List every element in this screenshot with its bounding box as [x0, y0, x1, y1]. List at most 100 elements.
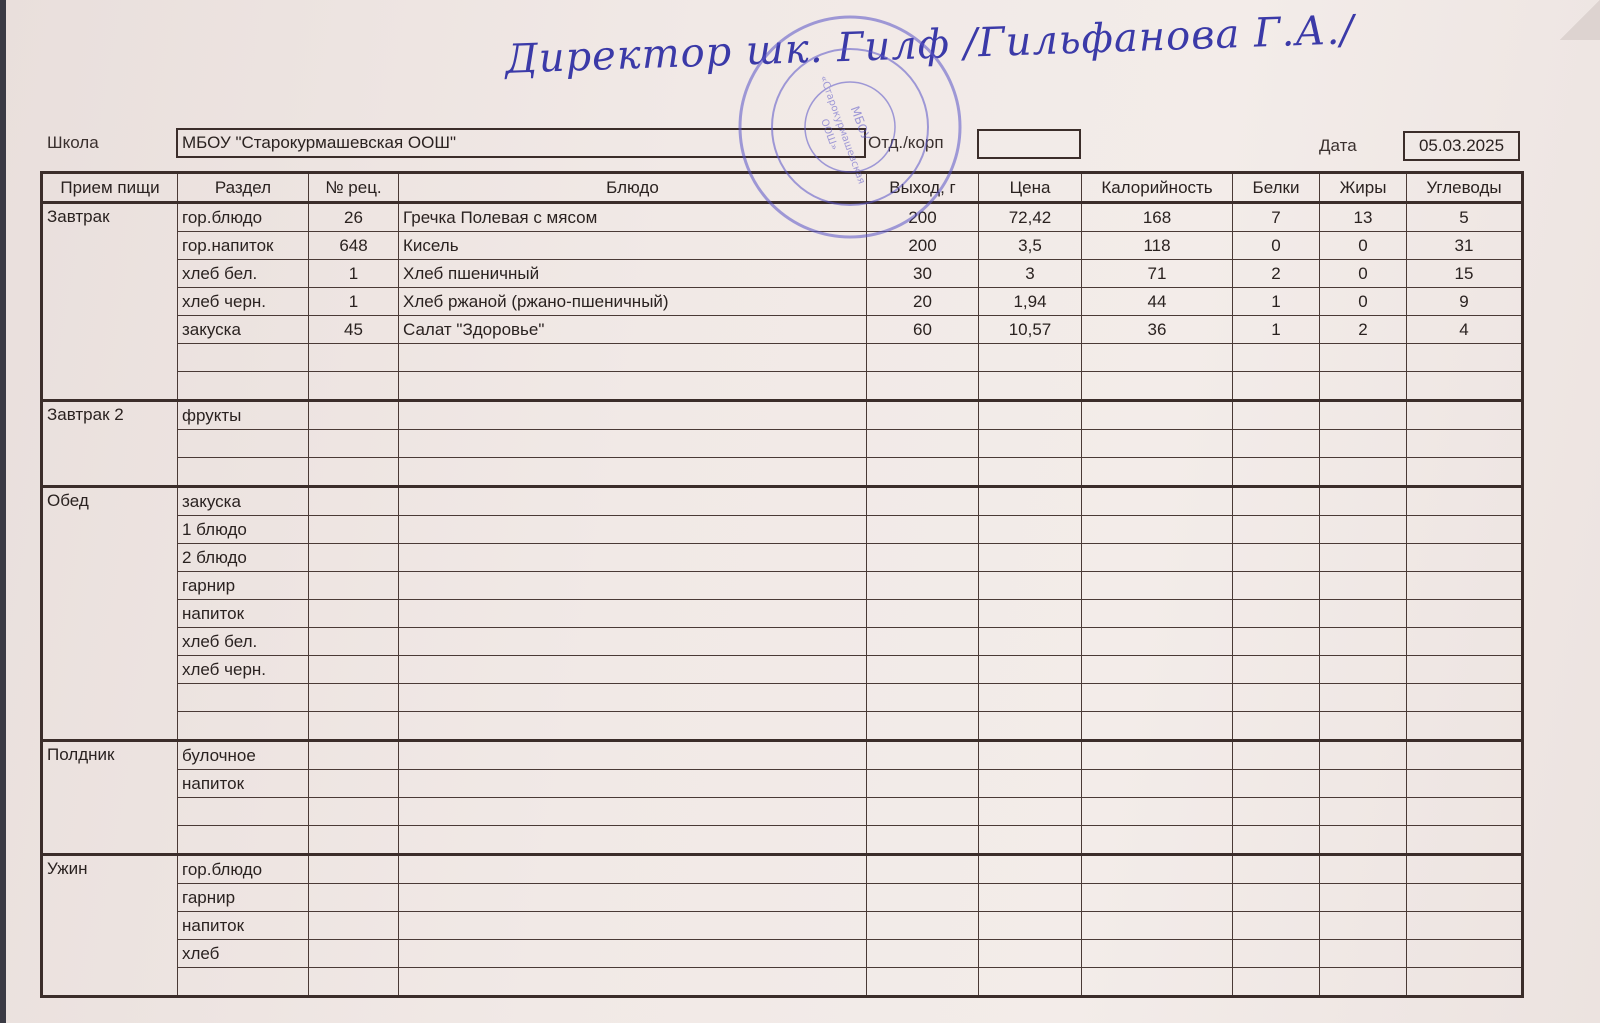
fat-cell: 0: [1319, 287, 1407, 316]
section-cell: гор.блюдо: [177, 853, 309, 884]
yield-cell: [866, 429, 979, 458]
protein-cell: 1: [1232, 315, 1320, 344]
yield-cell: [866, 399, 979, 430]
dish-cell: [398, 429, 867, 458]
carbs-cell: [1406, 429, 1523, 458]
meal-cell: Завтрак 2: [41, 399, 178, 487]
section-cell: гор.блюдо: [177, 201, 309, 232]
section-cell: напиток: [177, 769, 309, 798]
dish-cell: Хлеб пшеничный: [398, 259, 867, 288]
calories-cell: 168: [1081, 201, 1233, 232]
carbs-cell: [1406, 371, 1523, 401]
carbs-cell: 9: [1406, 287, 1523, 316]
recipe-no-cell: [308, 711, 399, 741]
protein-cell: [1232, 825, 1320, 855]
calories-cell: [1081, 457, 1233, 487]
calories-cell: 71: [1081, 259, 1233, 288]
yield-cell: [866, 371, 979, 401]
carbs-cell: 5: [1406, 201, 1523, 232]
fat-cell: [1319, 457, 1407, 487]
carbs-cell: [1406, 515, 1523, 544]
price-cell: [978, 655, 1082, 684]
protein-cell: [1232, 655, 1320, 684]
table-row: хлеб черн. 1 Хлеб ржаной (ржано-пшеничный)…: [42, 287, 1523, 316]
section-cell: [177, 429, 309, 458]
fat-cell: 0: [1319, 259, 1407, 288]
section-cell: [177, 343, 309, 372]
price-cell: [978, 627, 1082, 656]
table-row: [42, 683, 1523, 712]
carbs-cell: [1406, 683, 1523, 712]
yield-cell: [866, 515, 979, 544]
price-cell: [978, 853, 1082, 884]
protein-cell: [1232, 515, 1320, 544]
price-cell: [978, 485, 1082, 516]
price-cell: [978, 371, 1082, 401]
section-cell: закуска: [177, 485, 309, 516]
column-header: Цена: [978, 172, 1082, 203]
protein-cell: [1232, 769, 1320, 798]
meal-cell: Ужин: [41, 853, 178, 997]
table-row: напиток: [42, 599, 1523, 628]
photo-edge: [0, 0, 6, 1023]
table-row: 2 блюдо: [42, 543, 1523, 572]
fat-cell: [1319, 769, 1407, 798]
recipe-no-cell: [308, 515, 399, 544]
carbs-cell: [1406, 627, 1523, 656]
section-cell: хлеб бел.: [177, 627, 309, 656]
table-row: гарнир: [42, 571, 1523, 600]
fat-cell: [1319, 515, 1407, 544]
calories-cell: [1081, 543, 1233, 572]
carbs-cell: [1406, 911, 1523, 940]
carbs-cell: [1406, 599, 1523, 628]
recipe-no-cell: [308, 939, 399, 968]
carbs-cell: [1406, 543, 1523, 572]
fat-cell: [1319, 967, 1407, 997]
section-cell: булочное: [177, 739, 309, 770]
protein-cell: [1232, 485, 1320, 516]
yield-cell: [866, 627, 979, 656]
carbs-cell: [1406, 655, 1523, 684]
calories-cell: [1081, 627, 1233, 656]
table-row: Обед закуска: [41, 485, 1523, 741]
section-cell: гарнир: [177, 571, 309, 600]
yield-cell: [866, 853, 979, 884]
price-cell: 1,94: [978, 287, 1082, 316]
yield-cell: 200: [866, 201, 979, 232]
dept-label: Отд./корп: [868, 133, 944, 152]
carbs-cell: [1406, 711, 1523, 741]
carbs-cell: [1406, 485, 1523, 516]
meal-cell: Обед: [41, 485, 178, 741]
price-cell: [978, 457, 1082, 487]
price-cell: [978, 683, 1082, 712]
dish-cell: [398, 825, 867, 855]
calories-cell: 118: [1081, 231, 1233, 260]
protein-cell: [1232, 371, 1320, 401]
price-cell: [978, 515, 1082, 544]
table-row: закуска 45 Салат "Здоровье" 60 10,57 36 1 2 4: [42, 315, 1523, 344]
recipe-no-cell: [308, 429, 399, 458]
carbs-cell: [1406, 853, 1523, 884]
price-cell: [978, 769, 1082, 798]
price-cell: [978, 739, 1082, 770]
dish-cell: [398, 797, 867, 826]
recipe-no-cell: [308, 911, 399, 940]
recipe-no-cell: 648: [308, 231, 399, 260]
carbs-cell: 31: [1406, 231, 1523, 260]
dish-cell: [398, 571, 867, 600]
calories-cell: [1081, 515, 1233, 544]
yield-cell: [866, 655, 979, 684]
calories-cell: [1081, 939, 1233, 968]
price-cell: [978, 429, 1082, 458]
dish-cell: [398, 599, 867, 628]
calories-cell: [1081, 883, 1233, 912]
dish-cell: [398, 911, 867, 940]
dish-cell: [398, 883, 867, 912]
section-cell: [177, 797, 309, 826]
section-cell: напиток: [177, 911, 309, 940]
carbs-cell: [1406, 343, 1523, 372]
protein-cell: [1232, 797, 1320, 826]
calories-cell: [1081, 429, 1233, 458]
yield-cell: [866, 967, 979, 997]
protein-cell: [1232, 599, 1320, 628]
